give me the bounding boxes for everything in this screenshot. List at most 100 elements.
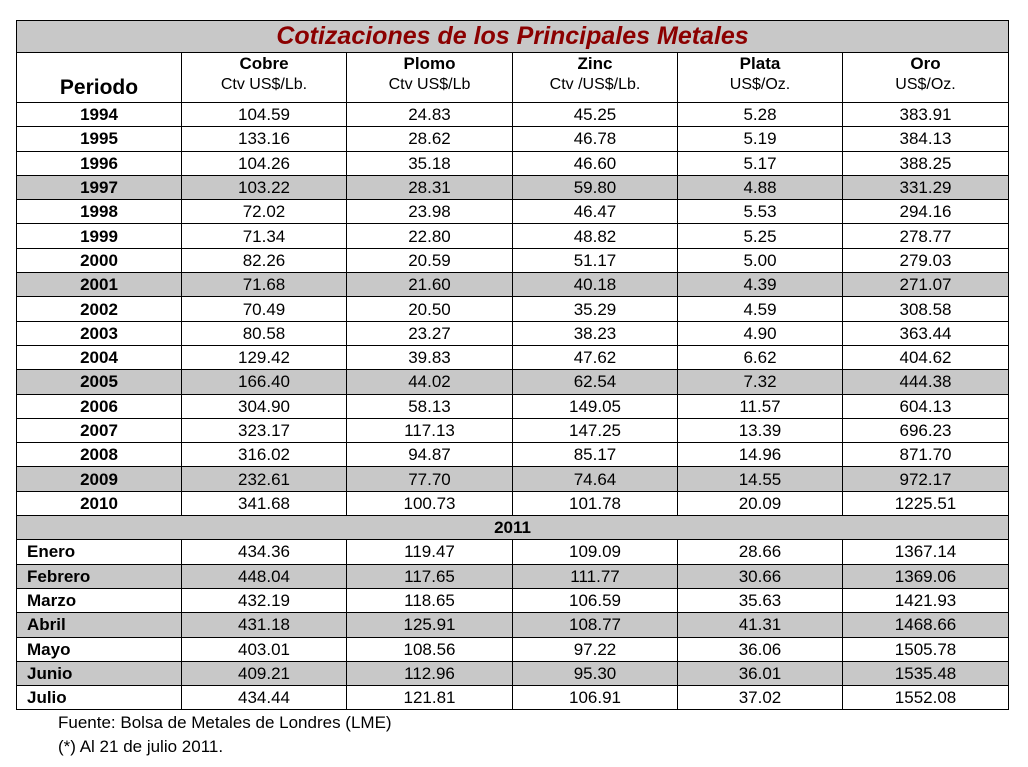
value-cell: 294.16 (841, 199, 1010, 225)
value-cell: 129.42 (181, 344, 347, 371)
value-cell: 23.27 (346, 320, 513, 346)
value-cell: 39.83 (346, 344, 513, 371)
value-cell: 271.07 (841, 272, 1010, 298)
period-cell: 2008 (16, 442, 182, 468)
value-cell: 62.54 (512, 369, 678, 395)
period-cell: 2005 (16, 369, 182, 395)
value-cell: 30.66 (677, 563, 843, 589)
value-cell: 95.30 (512, 660, 678, 687)
value-cell: 58.13 (346, 393, 513, 419)
table-row: 1998 72.02 23.98 46.47 5.53 294.16 (16, 199, 1010, 225)
value-cell: 35.29 (512, 296, 678, 322)
period-cell: Mayo (16, 636, 182, 662)
value-cell: 106.91 (512, 685, 678, 711)
table-row: Junio 409.21 112.96 95.30 36.01 1535.48 (16, 660, 1010, 687)
value-cell: 117.65 (346, 563, 513, 589)
period-cell: 2002 (16, 296, 182, 322)
value-cell: 101.78 (512, 490, 678, 517)
column-header-unit: Ctv US$/Lb (388, 76, 471, 93)
monthly-rows: Enero 434.36 119.47 109.09 28.66 1367.14 Febre… (16, 539, 1010, 711)
table-row: 1997 103.22 28.31 59.80 4.88 331.29 (16, 174, 1010, 201)
table-row: Enero 434.36 119.47 109.09 28.66 1367.14 (16, 539, 1010, 565)
value-cell: 696.23 (841, 417, 1010, 444)
column-header-oro: Oro US$/Oz. (841, 52, 1010, 103)
table-row: 2000 82.26 20.59 51.17 5.00 279.03 (16, 247, 1010, 274)
column-header-name: Plomo (403, 54, 456, 73)
period-cell: 1997 (16, 174, 182, 201)
table-row: Julio 434.44 121.81 106.91 37.02 1552.08 (16, 685, 1010, 711)
value-cell: 1369.06 (841, 563, 1010, 589)
value-cell: 133.16 (181, 126, 347, 152)
period-cell: 2000 (16, 247, 182, 274)
value-cell: 403.01 (181, 636, 347, 662)
value-cell: 106.59 (512, 587, 678, 614)
value-cell: 5.17 (677, 150, 843, 176)
value-cell: 28.62 (346, 126, 513, 152)
value-cell: 323.17 (181, 417, 347, 444)
value-cell: 46.47 (512, 199, 678, 225)
table-row: 2010 341.68 100.73 101.78 20.09 1225.51 (16, 490, 1010, 517)
value-cell: 38.23 (512, 320, 678, 346)
value-cell: 24.83 (346, 101, 513, 128)
table-title: Cotizaciones de los Principales Metales (15, 20, 1010, 53)
section-row-2011: 2011 (15, 515, 1010, 541)
value-cell: 388.25 (841, 150, 1010, 176)
column-header-plata: Plata US$/Oz. (677, 52, 843, 103)
value-cell: 74.64 (512, 466, 678, 492)
value-cell: 278.77 (841, 223, 1010, 249)
value-cell: 341.68 (181, 490, 347, 517)
metal-prices-document: Cotizaciones de los Principales Metales … (15, 20, 1010, 759)
period-cell: 2006 (16, 393, 182, 419)
table-row: 2008 316.02 94.87 85.17 14.96 871.70 (16, 442, 1010, 468)
footnotes: Fuente: Bolsa de Metales de Londres (LME… (58, 711, 1008, 759)
value-cell: 22.80 (346, 223, 513, 249)
period-cell: 2003 (16, 320, 182, 346)
column-header-unit: US$/Oz. (895, 76, 956, 93)
value-cell: 14.96 (677, 442, 843, 468)
value-cell: 20.09 (677, 490, 843, 517)
value-cell: 7.32 (677, 369, 843, 395)
table-row: Mayo 403.01 108.56 97.22 36.06 1505.78 (16, 636, 1010, 662)
period-cell: 2009 (16, 466, 182, 492)
table-row: 1994 104.59 24.83 45.25 5.28 383.91 (16, 101, 1010, 128)
value-cell: 871.70 (841, 442, 1010, 468)
table-row: 2006 304.90 58.13 149.05 11.57 604.13 (16, 393, 1010, 419)
value-cell: 1535.48 (841, 660, 1010, 687)
value-cell: 125.91 (346, 612, 513, 638)
value-cell: 448.04 (181, 563, 347, 589)
value-cell: 1552.08 (841, 685, 1010, 711)
value-cell: 41.31 (677, 612, 843, 638)
value-cell: 20.59 (346, 247, 513, 274)
value-cell: 5.25 (677, 223, 843, 249)
value-cell: 6.62 (677, 344, 843, 371)
value-cell: 434.44 (181, 685, 347, 711)
value-cell: 5.00 (677, 247, 843, 274)
period-cell: Abril (16, 612, 182, 638)
value-cell: 5.53 (677, 199, 843, 225)
column-header-plomo: Plomo Ctv US$/Lb (346, 52, 513, 103)
value-cell: 111.77 (512, 563, 678, 589)
value-cell: 279.03 (841, 247, 1010, 274)
period-cell: Junio (16, 660, 182, 687)
value-cell: 4.90 (677, 320, 843, 346)
value-cell: 85.17 (512, 442, 678, 468)
column-header-cobre: Cobre Ctv US$/Lb. (181, 52, 347, 103)
value-cell: 5.19 (677, 126, 843, 152)
section-label: 2011 (15, 515, 1010, 541)
column-header-name: Zinc (577, 54, 613, 73)
period-cell: Febrero (16, 563, 182, 589)
value-cell: 82.26 (181, 247, 347, 274)
value-cell: 72.02 (181, 199, 347, 225)
table-row: 1999 71.34 22.80 48.82 5.25 278.77 (16, 223, 1010, 249)
column-header-row: Periodo Cobre Ctv US$/Lb. Plomo Ctv US$/… (16, 52, 1010, 103)
value-cell: 23.98 (346, 199, 513, 225)
value-cell: 14.55 (677, 466, 843, 492)
value-cell: 36.06 (677, 636, 843, 662)
value-cell: 71.34 (181, 223, 347, 249)
value-cell: 316.02 (181, 442, 347, 468)
value-cell: 409.21 (181, 660, 347, 687)
value-cell: 166.40 (181, 369, 347, 395)
value-cell: 70.49 (181, 296, 347, 322)
value-cell: 94.87 (346, 442, 513, 468)
column-header-zinc: Zinc Ctv /US$/Lb. (512, 52, 678, 103)
